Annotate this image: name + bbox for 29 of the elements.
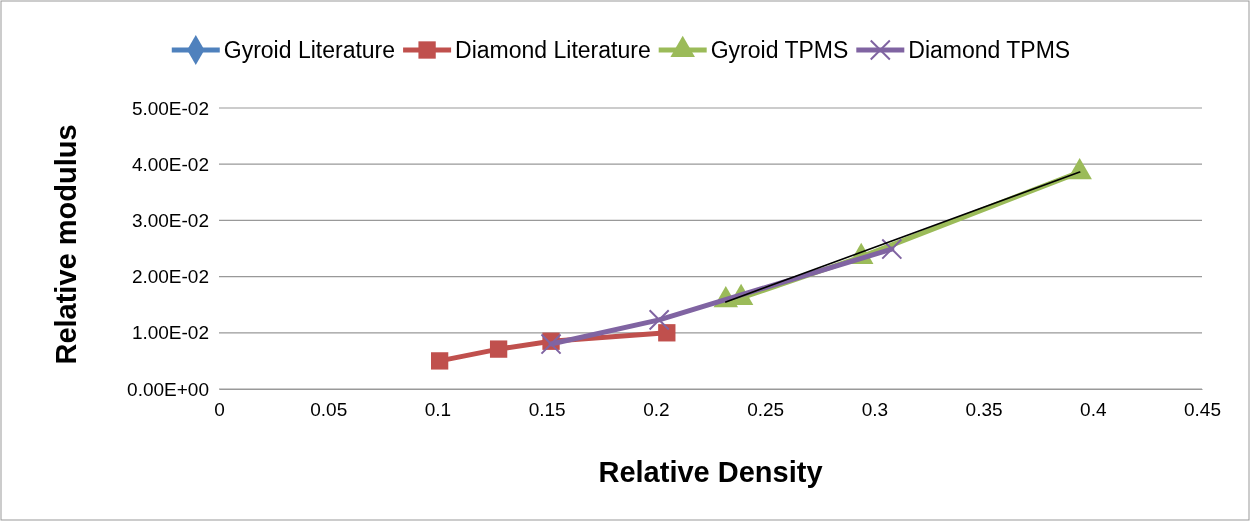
legend-label: Diamond Literature xyxy=(455,37,651,63)
x-tick-label: 0.45 xyxy=(1184,399,1221,421)
y-tick-label: 3.00E-02 xyxy=(131,209,209,231)
y-tick-label: 5.00E-02 xyxy=(131,97,209,119)
y-tick-label: 4.00E-02 xyxy=(131,153,209,175)
x-tick-label: 0.15 xyxy=(528,399,566,421)
y-tick-label: 1.00E-02 xyxy=(131,322,209,344)
point xyxy=(648,309,670,331)
point xyxy=(658,324,676,342)
y-tick-label: 2.00E-02 xyxy=(131,266,209,288)
point xyxy=(489,340,508,358)
legend-label: Gyroid TPMS xyxy=(710,37,849,63)
y-tick-label: 0.00E+00 xyxy=(127,378,209,400)
legend-label: Gyroid Literature xyxy=(223,37,396,63)
x-tick-label: 0 xyxy=(214,399,225,421)
point xyxy=(540,333,562,355)
x-tick-label: 0.25 xyxy=(747,399,785,421)
x-tick-label: 0.35 xyxy=(965,399,1003,421)
y-axis-title: Relative modulus xyxy=(50,124,82,365)
x-tick-label: 0.2 xyxy=(643,399,670,421)
x-tick-label: 0.05 xyxy=(310,399,348,421)
x-tick-label: 0.4 xyxy=(1080,399,1107,421)
legend-label: Diamond TPMS xyxy=(908,37,1071,63)
point xyxy=(430,352,449,370)
x-tick-label: 0.3 xyxy=(861,399,889,421)
x-tick-label: 0.1 xyxy=(424,399,452,421)
x-axis-title: Relative Density xyxy=(598,456,823,488)
point xyxy=(1067,157,1092,180)
point xyxy=(881,238,903,260)
